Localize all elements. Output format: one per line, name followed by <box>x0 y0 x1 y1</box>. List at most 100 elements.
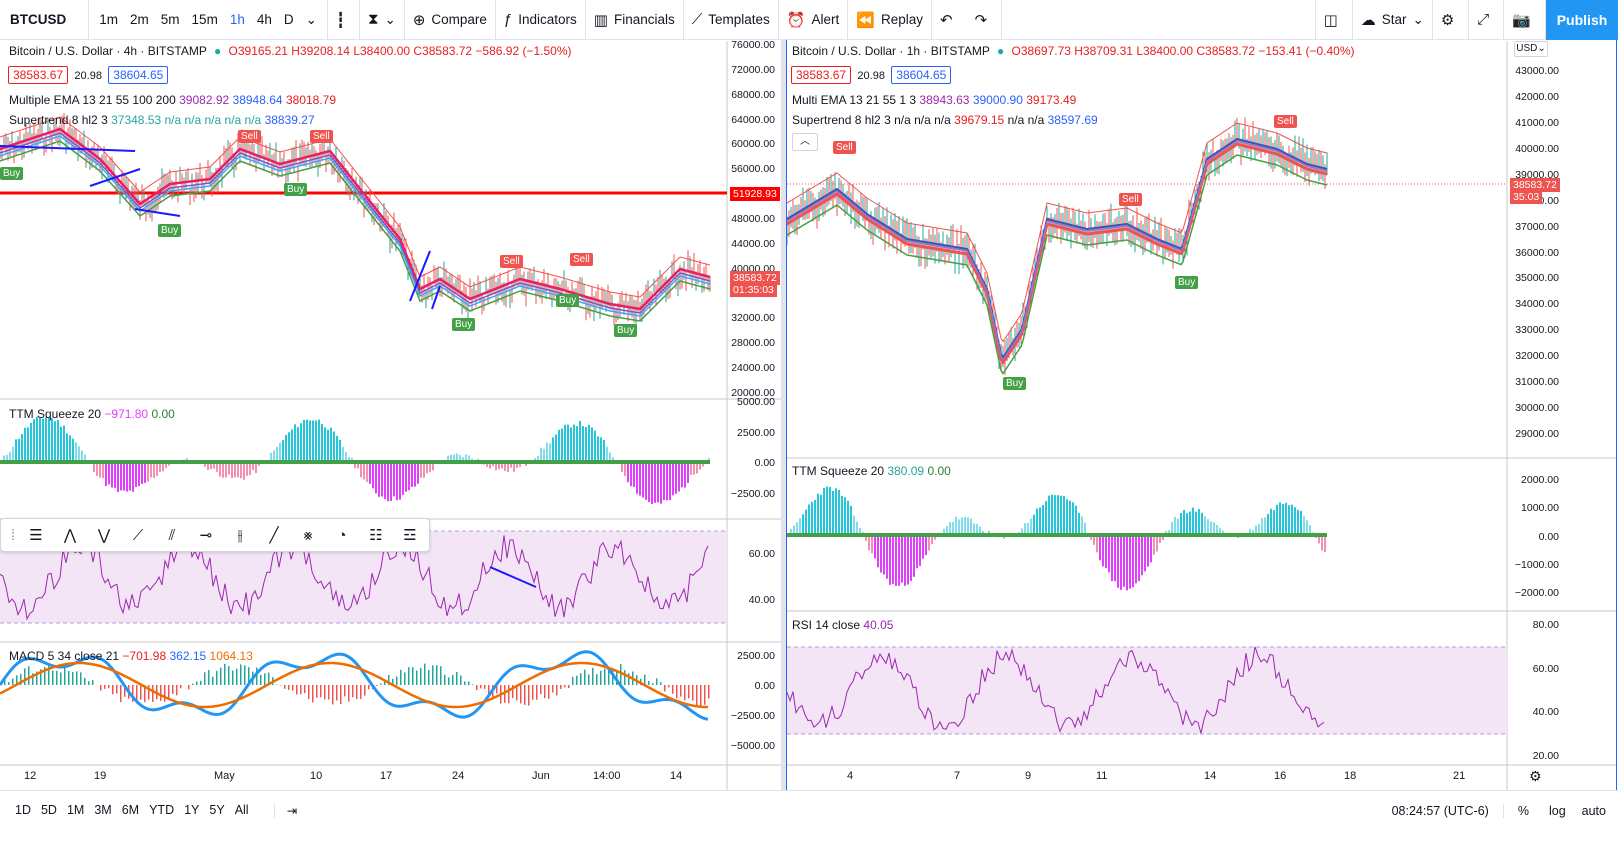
left-sell-price[interactable]: 38583.67 <box>8 66 69 84</box>
financials-button[interactable]: ▥ Financials <box>586 0 684 40</box>
drag-handle-icon[interactable]: ⁞ <box>10 526 16 544</box>
replay-button[interactable]: ⏪ Replay <box>848 0 932 40</box>
right-supertrend-legend[interactable]: Supertrend 8 hl2 3 n/a n/a n/a 39679.15 … <box>792 113 1098 127</box>
channel-icon[interactable]: ⫽ <box>168 526 176 544</box>
right-buy-price[interactable]: 38604.65 <box>891 66 952 84</box>
left-macd-legend[interactable]: MACD 5 34 close 21 −701.98 362.15 1064.1… <box>9 649 253 663</box>
squeeze-bar <box>36 416 38 462</box>
right-sell-price[interactable]: 38583.67 <box>791 66 852 84</box>
timeframe-4h[interactable]: 4h <box>256 12 272 27</box>
horizontal-line-icon[interactable]: ⊸ <box>199 527 213 544</box>
undo-button[interactable]: ↶ <box>932 0 967 40</box>
goto-date-icon[interactable]: ⇥ <box>273 803 297 818</box>
settings-button[interactable]: ⚙ <box>1433 0 1470 40</box>
left-macd-axis[interactable]: 2500.00 0.00 −2500.00 −5000.00 <box>727 642 775 765</box>
publish-button[interactable]: Publish <box>1546 0 1618 40</box>
left-chart-title[interactable]: Bitcoin / U.S. Dollar · 4h · BITSTAMP <box>9 44 207 58</box>
squeeze-bar <box>132 462 134 492</box>
indicators-button[interactable]: ƒ Indicators <box>496 0 586 40</box>
right-ema-legend[interactable]: Multi EMA 13 21 55 1 3 38943.63 39000.90… <box>792 93 1076 107</box>
gear-icon[interactable]: ⚙ <box>1529 768 1542 784</box>
right-rsi-legend[interactable]: RSI 14 close 40.05 <box>792 618 893 632</box>
left-rsi-axis[interactable]: 60.00 40.00 <box>727 519 775 642</box>
left-ema-legend[interactable]: Multiple EMA 13 21 55 100 200 39082.92 3… <box>9 93 336 107</box>
timeframe-d[interactable]: D <box>283 12 294 27</box>
templates-button[interactable]: ⟋ Templates <box>684 0 779 40</box>
squeeze-bar <box>366 462 368 482</box>
squeeze-bar <box>72 438 74 462</box>
drawing-toolbar[interactable]: ⁞ ☰ ⋀ ⋁ ⟋ ⫽ ⊸ ⫲ ╱ ⨳ ◔ ☷ ☲ <box>0 518 430 552</box>
left-supertrend-legend[interactable]: Supertrend 8 hl2 3 37348.53 n/a n/a n/a … <box>9 113 315 127</box>
range-5y[interactable]: 5Y <box>209 803 225 817</box>
chart-splitter[interactable] <box>781 40 786 790</box>
range-1y[interactable]: 1Y <box>184 803 200 817</box>
right-rsi-axis[interactable]: 80.00 60.00 40.00 20.00 <box>1507 611 1559 765</box>
range-ytd[interactable]: YTD <box>149 803 175 817</box>
squeeze-bar <box>45 417 47 462</box>
range-1m[interactable]: 1M <box>66 803 85 817</box>
squeeze-bar <box>552 437 554 462</box>
range-all[interactable]: All <box>234 803 249 817</box>
alert-button[interactable]: ⏰ Alert <box>779 0 849 40</box>
left-price-axis[interactable]: 76000.00 72000.00 68000.00 64000.00 60000.00… <box>727 39 775 399</box>
fib-icon[interactable]: ☷ <box>369 527 383 544</box>
settings-sliders-icon[interactable]: ☲ <box>403 527 417 544</box>
squeeze-bar <box>609 452 611 462</box>
left-st-values: 37348.53 n/a n/a n/a n/a n/a <box>111 113 262 127</box>
compare-button[interactable]: ⊕ Compare <box>405 0 496 40</box>
elliott-wave-icon[interactable]: ⋀ <box>63 527 77 544</box>
timeframe-1h[interactable]: 1h <box>229 12 245 27</box>
ray-icon[interactable]: ╱ <box>269 527 279 544</box>
squeeze-bar <box>600 437 602 462</box>
right-time-axis[interactable]: 4 7 9 11 14 16 18 21 <box>787 768 1507 788</box>
abc-wave-icon[interactable]: ⋁ <box>97 527 111 544</box>
fullscreen-button[interactable]: ⤢ <box>1469 0 1505 40</box>
bar-style-button[interactable]: ┇ <box>328 0 360 40</box>
star-button[interactable]: ☁ Star ⌄ <box>1353 0 1433 40</box>
percent-toggle[interactable]: % <box>1502 803 1539 818</box>
range-6m[interactable]: 6M <box>121 803 140 817</box>
collapse-legend-button[interactable]: ︿ <box>792 133 818 151</box>
squeeze-bar <box>606 446 608 462</box>
chevron-down-icon[interactable]: ⌄ <box>305 11 317 27</box>
squeeze-bar <box>222 462 224 478</box>
clock[interactable]: 08:24:57 (UTC-6) <box>1391 803 1489 818</box>
right-chart[interactable]: Bitcoin / U.S. Dollar · 1h · BITSTAMP ● … <box>787 41 1616 790</box>
candle-tool-icon[interactable]: ⫲ <box>237 526 243 544</box>
gann-icon[interactable]: ◔ <box>337 526 347 544</box>
right-squeeze-axis[interactable]: 2000.00 1000.00 0.00 −1000.00 −2000.00 <box>1507 458 1559 611</box>
left-time-axis[interactable]: 12 19 May 10 17 24 Jun 14:00 14 <box>0 768 727 788</box>
snapshot-button[interactable]: 📷 <box>1504 0 1546 40</box>
layout-button[interactable]: ◫ <box>1314 0 1353 40</box>
right-price-axis[interactable]: 43000.00 42000.00 41000.00 40000.00 39000.00… <box>1507 41 1559 458</box>
squeeze-tick: −2500.00 <box>730 488 775 500</box>
left-squeeze-legend[interactable]: TTM Squeeze 20 −971.80 0.00 <box>9 407 175 421</box>
left-chart[interactable]: Bitcoin / U.S. Dollar · 4h · BITSTAMP ● … <box>0 39 781 790</box>
squeeze-bar <box>48 417 50 462</box>
timeframe-15m[interactable]: 15m <box>191 12 218 27</box>
symbol-search[interactable]: BTCUSD <box>0 0 90 40</box>
log-toggle[interactable]: log <box>1548 803 1566 818</box>
macd-bar <box>572 676 574 685</box>
trend-line-icon[interactable]: ⟋ <box>132 526 144 544</box>
timeframe-2m[interactable]: 2m <box>130 12 149 27</box>
currency-selector[interactable]: USD⌄ <box>1514 41 1548 57</box>
timeframe-1m[interactable]: 1m <box>99 12 119 27</box>
redo-button[interactable]: ↷ <box>967 0 1003 40</box>
auto-toggle[interactable]: auto <box>1581 803 1606 818</box>
pattern-icon[interactable]: ⨳ <box>303 526 313 544</box>
range-5d[interactable]: 5D <box>40 803 57 817</box>
right-squeeze-legend[interactable]: TTM Squeeze 20 380.09 0.00 <box>792 464 951 478</box>
right-chart-title[interactable]: Bitcoin / U.S. Dollar · 1h · BITSTAMP <box>792 44 990 58</box>
range-3m[interactable]: 3M <box>94 803 112 817</box>
left-buy-price[interactable]: 38604.65 <box>108 66 169 84</box>
range-1d[interactable]: 1D <box>15 803 31 817</box>
timeframe-5m[interactable]: 5m <box>160 12 180 27</box>
candle-style-button[interactable]: ⧗ ⌄ <box>360 0 405 40</box>
macd-bar <box>544 685 546 699</box>
right-chart-canvas[interactable] <box>787 41 1616 790</box>
squeeze-bar <box>1084 522 1086 535</box>
lines-icon[interactable]: ☰ <box>29 527 43 544</box>
left-bid-ask: 38583.67 20.98 38604.65 <box>8 66 169 84</box>
left-squeeze-axis[interactable]: 5000.00 2500.00 0.00 −2500.00 <box>727 396 775 519</box>
